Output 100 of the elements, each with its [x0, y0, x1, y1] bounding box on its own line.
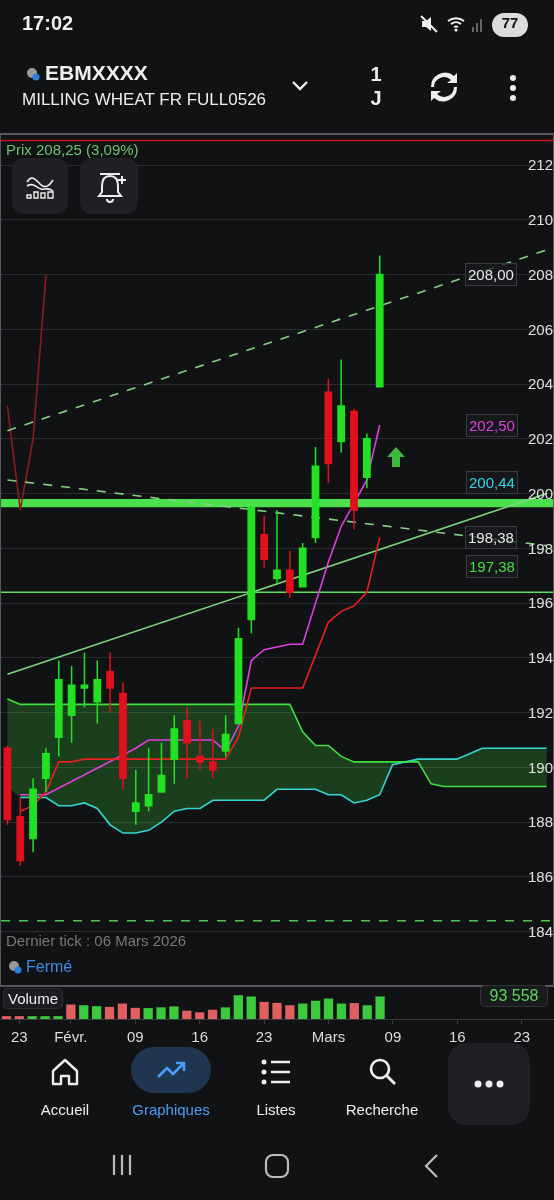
x-tick-label: 23 — [10, 1028, 28, 1045]
candlestick — [106, 651, 115, 714]
text: 77 — [500, 14, 520, 31]
candlestick — [42, 747, 50, 793]
bar — [349, 1003, 359, 1019]
bar — [195, 1012, 205, 1019]
line-series — [19, 536, 381, 812]
text: Recherche — [344, 1101, 420, 1118]
candlestick — [16, 796, 25, 867]
bar — [143, 1008, 153, 1019]
candlestick — [247, 506, 256, 634]
y-tick-label: 210 — [527, 211, 553, 229]
bar — [323, 998, 334, 1019]
x-tick-label: Févr. — [54, 1028, 88, 1045]
bar — [117, 1003, 128, 1019]
candlestick — [311, 446, 320, 544]
y-tick-label: 194 — [527, 649, 553, 667]
bar — [14, 1016, 24, 1019]
candlestick — [131, 769, 140, 826]
candlestick — [298, 542, 307, 588]
x-tick-label: Mars — [311, 1028, 346, 1045]
candlestick — [119, 681, 127, 791]
text: 17:02 — [22, 12, 74, 35]
bar — [40, 1016, 50, 1019]
text: Graphiques — [131, 1101, 211, 1118]
line-series — [19, 424, 381, 796]
annotation: 93 558 — [480, 985, 548, 1007]
candlestick — [196, 720, 204, 771]
x-tick-label: 23 — [513, 1028, 531, 1045]
annotation: Prix 208,25 (3,09%) — [6, 141, 139, 158]
candlestick — [93, 659, 102, 725]
bar — [130, 1007, 140, 1019]
y-tick-label: 192 — [527, 703, 553, 721]
candlestick — [54, 659, 63, 758]
y-tick-label: 188 — [527, 813, 553, 831]
annotation: Dernier tick : 06 Mars 2026 — [6, 932, 187, 949]
annotation: Fermé — [26, 958, 73, 976]
x-tick-label: 09 — [126, 1028, 144, 1045]
chart-title: Volume — [3, 988, 64, 1009]
bar — [66, 1004, 76, 1019]
text: 1 J — [369, 62, 383, 110]
x-tick-label: 23 — [255, 1028, 273, 1045]
bar — [336, 1003, 347, 1019]
x-tick-label: 16 — [191, 1028, 209, 1045]
bar — [311, 1000, 321, 1019]
candlestick — [285, 550, 294, 599]
candlestick — [350, 408, 358, 530]
bar — [169, 1006, 179, 1019]
candlestick — [157, 741, 166, 793]
bar — [79, 1005, 89, 1019]
y-tick-label: 206 — [527, 320, 553, 338]
annotation: 202,50 — [466, 414, 518, 437]
bar — [182, 1010, 192, 1019]
text: Listes — [255, 1101, 297, 1118]
bar — [53, 1016, 63, 1019]
line-series — [6, 273, 47, 511]
bar — [285, 1005, 295, 1019]
bar — [233, 995, 243, 1019]
annotation: 208,00 — [468, 266, 514, 283]
text: Accueil — [39, 1101, 91, 1118]
y-tick-label: 212 — [527, 156, 553, 174]
candlestick — [337, 358, 346, 454]
bar — [375, 996, 385, 1019]
candlestick — [3, 744, 12, 826]
bar — [246, 996, 256, 1019]
y-tick-label: 200 — [527, 484, 553, 502]
bar — [362, 1005, 372, 1019]
annotation: 200,44 — [466, 471, 518, 494]
candlestick — [144, 747, 153, 812]
bar — [156, 1007, 166, 1019]
candlestick — [221, 714, 230, 758]
y-tick-label: 196 — [527, 594, 553, 612]
bar — [220, 1007, 231, 1019]
bar — [91, 1006, 102, 1019]
candlestick — [375, 254, 384, 388]
candlestick — [29, 777, 37, 853]
x-tick-label: 16 — [449, 1028, 466, 1045]
y-tick-label: 202 — [527, 430, 553, 448]
annotation: 198,38 — [468, 529, 514, 546]
bar — [104, 1006, 115, 1019]
bar — [27, 1016, 37, 1019]
bar — [1, 1016, 12, 1019]
candlestick — [67, 665, 76, 744]
candlestick — [183, 706, 192, 780]
bar — [207, 1009, 218, 1019]
candlestick — [208, 728, 217, 780]
candlestick — [273, 509, 281, 585]
candlestick — [362, 432, 371, 489]
bar — [298, 1003, 308, 1019]
candlestick — [170, 714, 179, 785]
bar — [272, 1002, 282, 1019]
candlestick — [324, 377, 333, 484]
y-tick-label: 208 — [527, 265, 553, 283]
y-tick-label: 204 — [527, 375, 553, 393]
candlestick — [80, 651, 89, 708]
y-tick-label: 184 — [527, 922, 553, 940]
y-tick-label: 186 — [527, 868, 553, 886]
chart-title: EBMXXXX — [45, 61, 148, 85]
y-tick-label: 190 — [527, 758, 553, 776]
bar — [259, 1001, 269, 1019]
